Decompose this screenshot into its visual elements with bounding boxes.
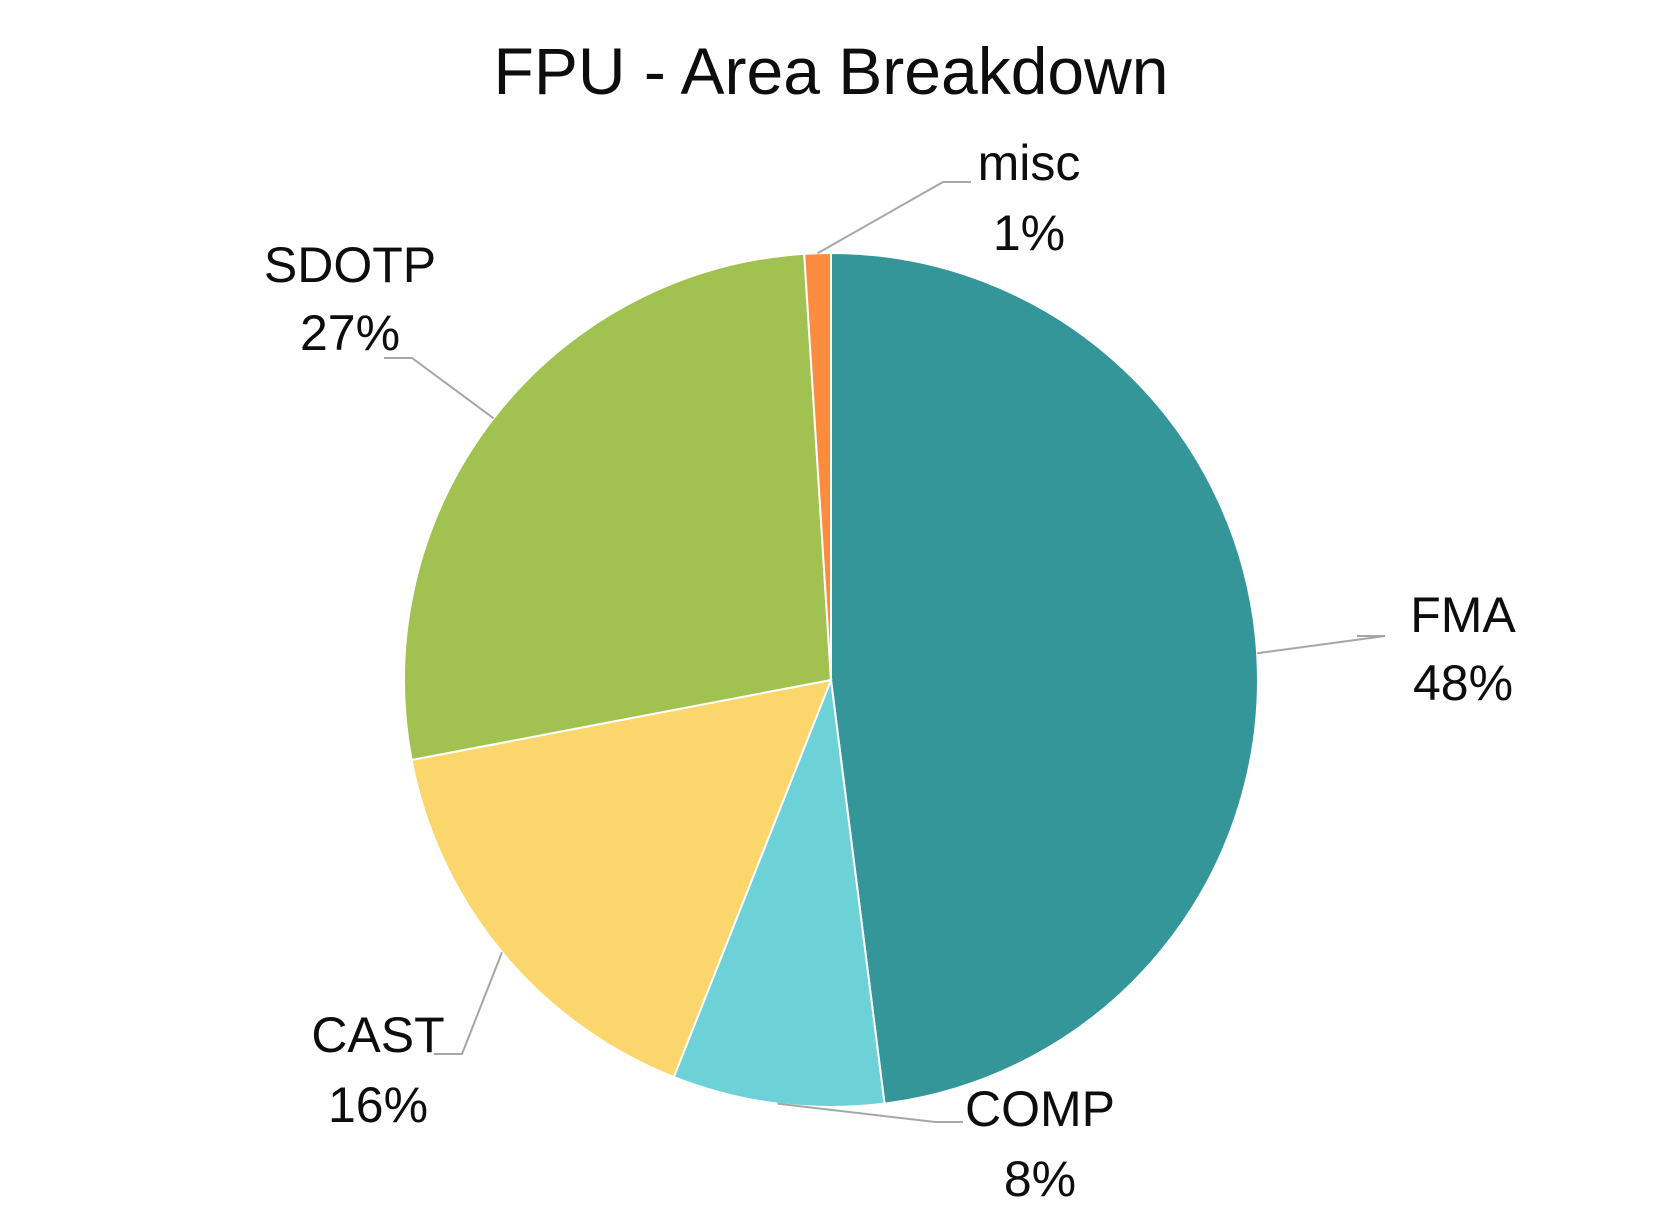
data-label-fma-value: 48% [1413,655,1513,711]
data-label-comp-value: 8% [1004,1151,1076,1207]
pie-slice-sdotp [403,252,833,762]
pie-slice-fma [830,251,1259,1105]
pie-slice-comp [672,679,886,1108]
leader-line-comp [777,1102,963,1123]
data-label-misc-value: 1% [993,205,1065,261]
data-label-cast-value: 16% [328,1077,428,1133]
pie-slice-cast [410,678,833,1079]
slice-layer [403,251,1259,1108]
data-label-cast-category: CAST [311,1007,444,1063]
chart-title: FPU - Area Breakdown [493,34,1169,108]
data-label-layer: FMA 48% COMP 8% CAST 16% SDOTP 27% misc 1% [264,135,1517,1207]
leader-line-cast [434,951,503,1055]
data-label-sdotp-category: SDOTP [264,237,436,293]
pie-slice-misc [803,251,832,681]
leader-line-misc [817,181,971,255]
data-label-fma-category: FMA [1410,587,1516,643]
leader-line-fma [1257,635,1386,655]
data-label-comp-category: COMP [965,1081,1115,1137]
leader-line-sdotp [384,357,495,420]
leader-line-layer [384,181,1386,1123]
data-label-sdotp-value: 27% [300,305,400,361]
data-label-misc-category: misc [978,135,1081,191]
